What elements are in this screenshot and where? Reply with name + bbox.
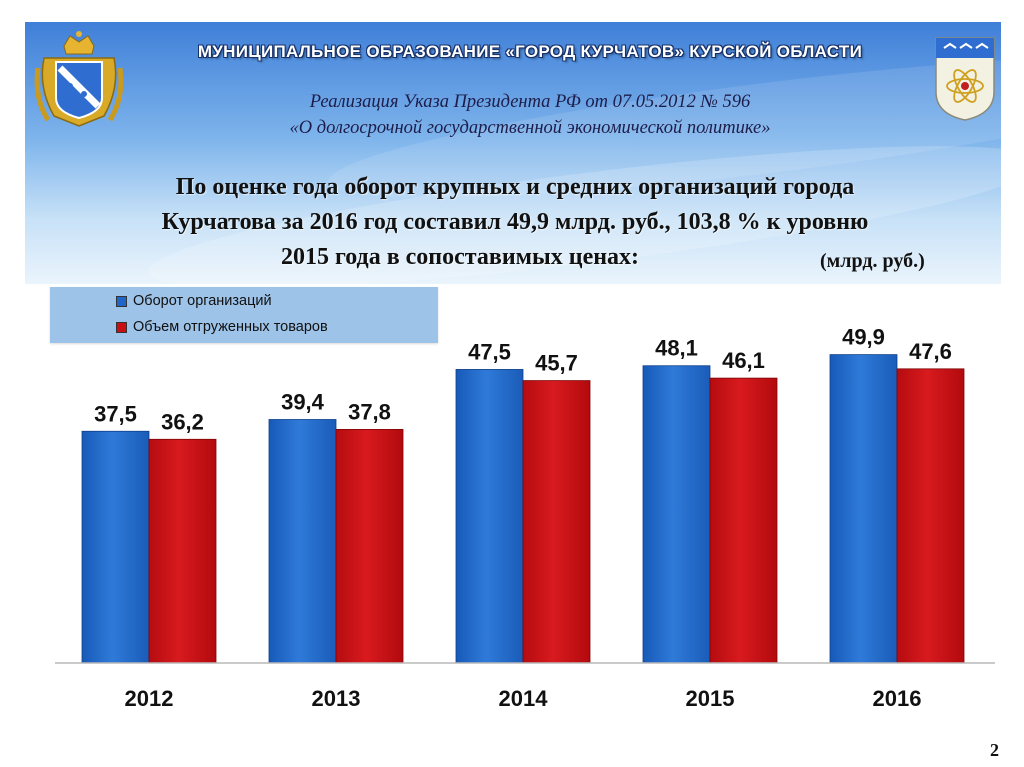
category-label-2014: 2014 [499, 686, 549, 711]
decree-subtitle: Реализация Указа Президента РФ от 07.05.… [309, 92, 751, 112]
bar-turnover-2014 [455, 369, 524, 664]
legend-item-turnover: Оборот организаций [116, 293, 272, 309]
legend-swatch-blue [116, 295, 127, 307]
bar-shipped-2015 [709, 377, 778, 664]
headline-line-2: Курчатова за 2016 год составил 49,9 млрд… [161, 209, 869, 235]
header-band [25, 22, 1001, 284]
bar-turnover-2016 [829, 354, 898, 664]
data-label-shipped-2015: 46,1 [722, 348, 765, 373]
data-label-turnover-2013: 39,4 [281, 390, 325, 415]
data-label-shipped-2012: 36,2 [161, 409, 204, 434]
units-label: (млрд. руб.) [820, 250, 925, 272]
chart-legend: Оборот организаций Объем отгруженных тов… [50, 287, 438, 343]
data-label-turnover-2012: 37,5 [94, 401, 137, 426]
kursk-oblast-coat-of-arms-icon [34, 31, 124, 127]
bar-turnover-2015 [642, 365, 711, 664]
data-label-shipped-2013: 37,8 [348, 399, 391, 424]
bar-shipped-2014 [522, 380, 591, 664]
bar-turnover-2012 [81, 430, 150, 664]
data-label-turnover-2015: 48,1 [655, 336, 698, 361]
data-label-shipped-2014: 45,7 [535, 351, 578, 376]
category-label-2015: 2015 [686, 686, 735, 711]
page-number: 2 [990, 740, 999, 760]
bar-shipped-2016 [896, 368, 965, 664]
organization-title: МУНИЦИПАЛЬНОЕ ОБРАЗОВАНИЕ «ГОРОД КУРЧАТО… [197, 42, 863, 61]
bar-turnover-2013 [268, 419, 337, 664]
category-label-2013: 2013 [312, 686, 361, 711]
legend-label-turnover: Оборот организаций [133, 293, 272, 309]
data-label-turnover-2014: 47,5 [468, 339, 511, 364]
headline-line-3: 2015 года в сопоставимых ценах: [280, 244, 640, 270]
data-label-turnover-2016: 49,9 [842, 325, 885, 350]
category-label-2012: 2012 [125, 686, 174, 711]
bar-shipped-2012 [148, 438, 217, 664]
headline-line-1: По оценке года оборот крупных и средних … [175, 174, 855, 200]
bar-shipped-2013 [335, 428, 404, 664]
decree-name-subtitle: «О долгосрочной государственной экономич… [289, 118, 771, 138]
legend-swatch-red [116, 321, 127, 333]
legend-item-shipped: Объем отгруженных товаров [116, 319, 328, 335]
kurchatov-city-coat-of-arms-icon [935, 37, 995, 121]
chart-labels: 37,5 36,2 2012 39,4 37,8 2013 47,5 45,7 2014 48,1… [94, 325, 952, 711]
legend-label-shipped: Объем отгруженных товаров [133, 319, 328, 335]
data-label-shipped-2016: 47,6 [909, 339, 952, 364]
chart-bars [81, 354, 965, 664]
category-label-2016: 2016 [873, 686, 922, 711]
